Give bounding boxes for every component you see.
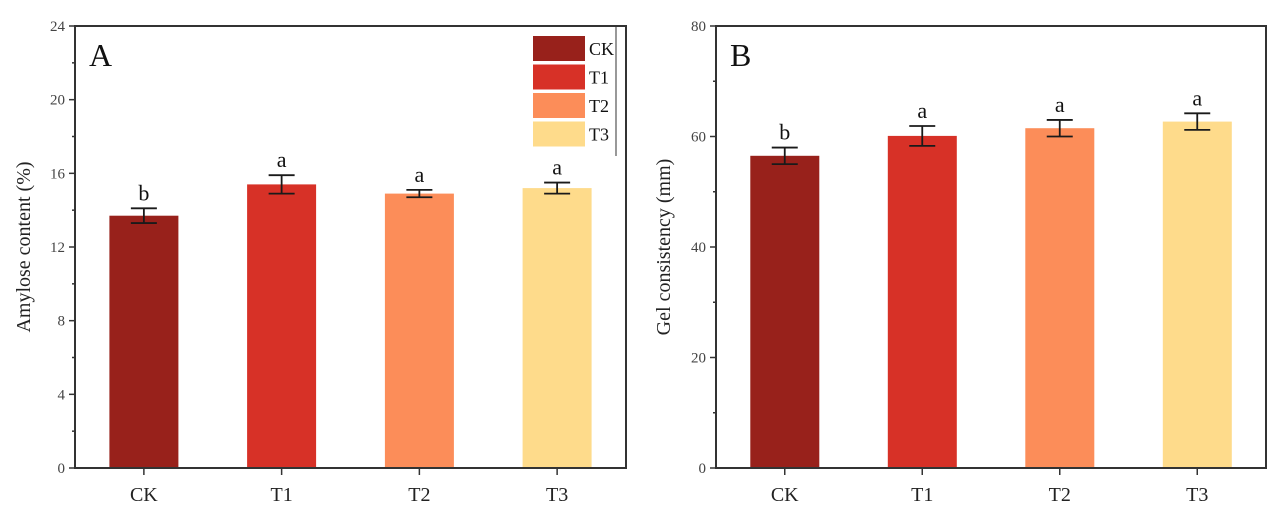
- significance-label-ck: b: [779, 120, 790, 145]
- y-tick-label: 0: [699, 461, 707, 477]
- significance-label-t1: a: [277, 147, 287, 172]
- error-bar-t3: [1184, 112, 1211, 131]
- error-bar-t1: [268, 174, 295, 195]
- legend-swatch-ck: [533, 36, 585, 61]
- error-bar-ck: [771, 146, 798, 166]
- significance-label-t2: a: [1055, 92, 1065, 117]
- y-tick-label: 16: [50, 166, 66, 182]
- bar-t2: [1025, 128, 1095, 468]
- y-tick-label: 8: [58, 314, 66, 330]
- panel-b-gel-consistency-chart: b CK a T1 a T2 a T3 0 20 40 60 80 Gel consistency (mm…: [653, 19, 1267, 506]
- x-tick-label-ck: CK: [771, 484, 799, 506]
- error-bar-t2: [406, 189, 433, 199]
- significance-label-t1: a: [917, 98, 927, 123]
- bar-t1: [247, 184, 317, 468]
- y-tick-label: 4: [58, 387, 66, 403]
- significance-label-t2: a: [414, 162, 424, 187]
- bar-ck: [750, 155, 820, 469]
- y-tick-label: 60: [691, 130, 706, 146]
- x-tick-label-t2: T2: [1049, 484, 1071, 506]
- legend-label-t1: T1: [589, 68, 609, 88]
- x-tick-label-t1: T1: [271, 484, 293, 506]
- legend-swatch-t1: [533, 64, 585, 90]
- significance-label-t3: a: [552, 155, 562, 180]
- x-tick-label-t1: T1: [911, 484, 933, 506]
- error-bar-t3: [544, 181, 571, 195]
- error-bar-t2: [1046, 119, 1073, 138]
- legend-label-t3: T3: [589, 125, 609, 145]
- y-tick-label: 24: [50, 19, 66, 35]
- x-tick-label-t2: T2: [408, 484, 430, 506]
- bar-t1: [887, 135, 957, 468]
- panel-a-amylose-chart: b CK a T1 a T2 a T3 0 4 8 12 16 20 24 Amylose content (…: [13, 19, 627, 506]
- y-tick-label: 0: [58, 461, 66, 477]
- bar-ck: [109, 215, 179, 468]
- x-tick-label-t3: T3: [1186, 484, 1208, 506]
- y-tick-label: 20: [50, 93, 65, 109]
- legend: CK T1 T2 T3: [533, 27, 617, 156]
- significance-label-ck: b: [138, 180, 149, 205]
- y-axis-title: Amylose content (%): [13, 161, 35, 332]
- legend-swatch-t2: [533, 93, 585, 118]
- y-tick-label: 40: [691, 240, 706, 256]
- legend-swatch-t3: [533, 121, 585, 147]
- y-tick-label: 20: [691, 351, 706, 367]
- significance-label-t3: a: [1192, 85, 1202, 110]
- x-tick-label-t3: T3: [546, 484, 568, 506]
- legend-label-ck: CK: [589, 39, 614, 59]
- x-tick-label-ck: CK: [130, 484, 158, 506]
- error-bar-ck: [130, 207, 157, 224]
- error-bar-t1: [909, 125, 936, 147]
- bar-t3: [1162, 121, 1232, 468]
- legend-label-t2: T2: [589, 96, 609, 116]
- panel-letter: A: [89, 37, 112, 73]
- panel-letter: B: [730, 37, 751, 73]
- bar-t3: [522, 188, 592, 468]
- y-tick-label: 12: [50, 240, 65, 256]
- y-axis-title: Gel consistency (mm): [653, 159, 675, 336]
- y-tick-label: 80: [691, 19, 706, 35]
- bar-t2: [384, 193, 454, 468]
